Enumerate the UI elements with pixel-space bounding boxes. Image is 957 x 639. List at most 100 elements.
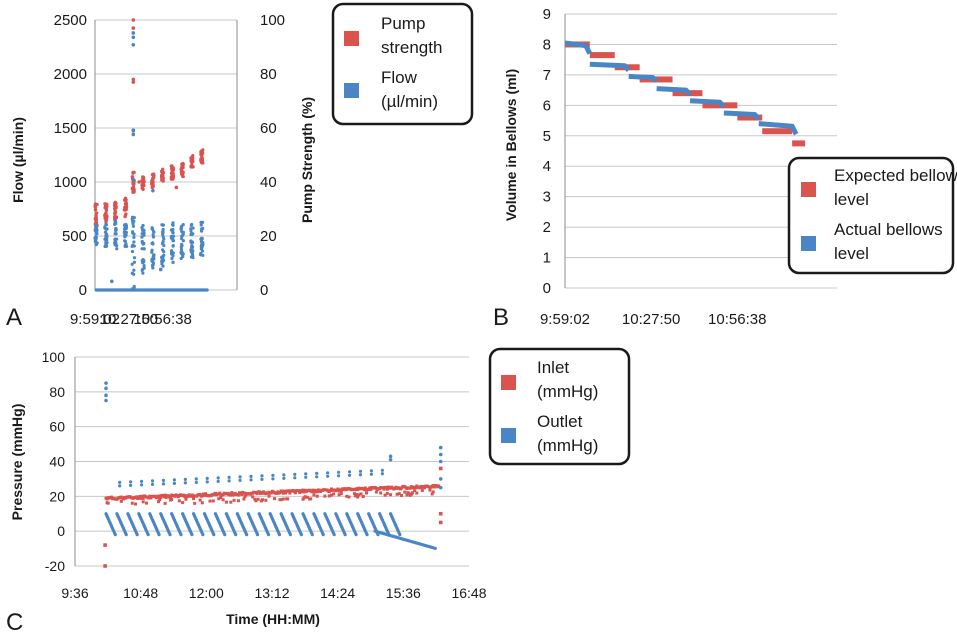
panel-a-xtick-label: 10:27:50 xyxy=(100,311,158,328)
panel-b-expected-step xyxy=(737,114,763,121)
panel-c-ytick-label: 20 xyxy=(49,488,65,504)
panel-a-point xyxy=(114,242,118,246)
panel-c-point xyxy=(420,489,424,493)
panel-a-point xyxy=(140,226,144,230)
panel-c: -20 0 20 40 60 80 100 9:36 10:48 12:00 13:12 14:24… xyxy=(6,347,631,636)
panel-b-expected-step xyxy=(792,140,806,147)
panel-c-point xyxy=(164,496,168,500)
panel-c-point xyxy=(245,533,249,537)
panel-c-point xyxy=(438,452,443,457)
legend-label-flow-1: Flow xyxy=(381,68,418,87)
panel-a-point xyxy=(131,132,136,137)
panel-c-point xyxy=(203,493,207,497)
panel-a-ytick-label: 0 xyxy=(79,282,87,299)
panel-b-ytick-label: 7 xyxy=(543,67,551,84)
panel-c-point xyxy=(217,497,221,501)
panel-a-point xyxy=(141,258,145,262)
panel-c-point xyxy=(183,477,187,481)
panel-c-point xyxy=(336,487,340,491)
panel-c-point xyxy=(303,495,307,499)
panel-a-ytick-label: 2000 xyxy=(54,66,87,83)
panel-a-point xyxy=(132,216,136,220)
panel-c-point xyxy=(184,497,188,501)
panel-a-point xyxy=(109,279,114,284)
panel-c-point xyxy=(327,494,331,498)
legend-label-actual-2: level xyxy=(834,244,869,263)
panel-c-points xyxy=(103,381,443,568)
panel-c-point xyxy=(363,486,367,490)
panel-b-actual-step xyxy=(628,73,659,83)
panel-a-point xyxy=(150,263,155,268)
panel-b-ytick-label: 2 xyxy=(543,219,551,236)
panel-c-point xyxy=(118,480,122,484)
panel-c-point xyxy=(357,493,361,497)
panel-c-point xyxy=(438,485,443,490)
panel-c-point xyxy=(158,498,162,502)
panel-c-point xyxy=(410,491,414,495)
panel-c-point xyxy=(104,381,108,385)
panel-a-point xyxy=(158,267,163,272)
panel-c-point xyxy=(242,497,246,501)
panel-c-point xyxy=(326,471,330,475)
panel-a-point xyxy=(161,256,165,260)
panel-a-point xyxy=(132,232,136,236)
panel-c-point xyxy=(216,476,220,480)
panel-a-point xyxy=(190,158,194,162)
panel-c-point xyxy=(438,445,443,450)
legend-swatch-expected xyxy=(801,182,816,197)
panel-c-point xyxy=(310,533,314,537)
panel-a-point xyxy=(160,230,165,234)
panel-c-point xyxy=(163,493,167,497)
panel-a-point xyxy=(123,215,127,219)
panel-c-point xyxy=(135,495,139,499)
panel-c-point xyxy=(104,386,108,391)
panel-c-point xyxy=(200,501,204,505)
panel-a-point xyxy=(131,221,135,226)
panel-a-point xyxy=(151,242,155,246)
panel-a-point xyxy=(200,241,205,245)
panel-c-point xyxy=(236,493,240,497)
panel-b-ytick-label: 5 xyxy=(543,128,551,145)
panel-a-point xyxy=(132,256,137,260)
panel-c-point xyxy=(179,533,183,537)
panel-a-y2tick-label: 60 xyxy=(260,120,277,137)
legend-label-inlet-1: Inlet xyxy=(537,358,569,377)
panel-c-point xyxy=(129,483,133,487)
panel-c-point xyxy=(137,496,141,500)
panel-b-ytick-label: 8 xyxy=(543,36,551,53)
panel-c-point xyxy=(238,475,242,479)
panel-c-point xyxy=(405,493,409,497)
panel-c-ylabel: Pressure (mmHg) xyxy=(9,404,25,521)
panel-a-point xyxy=(131,26,136,30)
panel-c-point xyxy=(293,491,297,495)
panel-a-point xyxy=(161,232,165,237)
panel-a-point xyxy=(179,225,183,230)
panel-c-point xyxy=(109,495,113,499)
panel-c-point xyxy=(438,520,443,525)
panel-c-point xyxy=(159,496,163,500)
panel-c-point xyxy=(300,490,304,494)
panel-a-point xyxy=(150,257,154,261)
panel-c-point xyxy=(146,533,150,537)
panel-c-point xyxy=(415,491,419,495)
panel-a-point xyxy=(131,18,136,22)
panel-c-point xyxy=(280,489,284,493)
panel-c-point xyxy=(369,472,374,476)
panel-a-point xyxy=(131,128,136,132)
panel-a-point xyxy=(200,245,204,249)
panel-a-point xyxy=(189,227,193,231)
panel-c-point xyxy=(139,483,144,487)
panel-a-point xyxy=(95,211,99,215)
panel-a-point xyxy=(140,268,144,272)
panel-c-point xyxy=(388,454,393,459)
panel-a-point xyxy=(142,247,146,251)
panel-c-point xyxy=(106,501,110,505)
panel-c-point xyxy=(305,495,309,499)
panel-c-point xyxy=(227,475,231,479)
panel-a: 0 500 1000 1500 2000 2500 0 20 40 60 80 100 9:59:0… xyxy=(6,2,474,331)
panel-a-point xyxy=(190,231,194,236)
panel-c-point xyxy=(388,457,393,462)
panel-c-point xyxy=(358,469,363,473)
panel-a-point xyxy=(124,226,128,231)
